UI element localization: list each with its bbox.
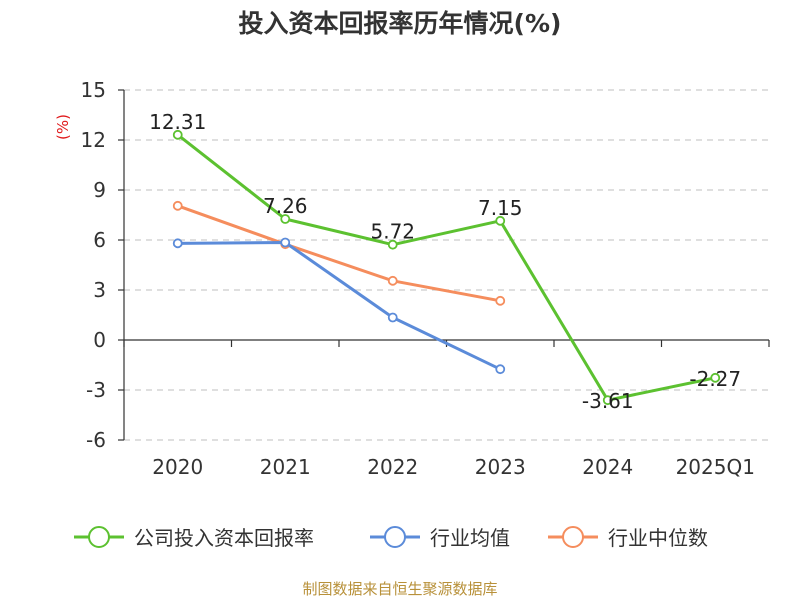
data-point [602, 395, 613, 406]
x-tick-label: 2021 [260, 455, 311, 479]
data-point [387, 275, 398, 286]
legend-label: 行业均值 [430, 526, 510, 550]
data-label: 12.31 [149, 110, 206, 134]
y-tick-label: 15 [81, 78, 106, 102]
legend-label: 公司投入资本回报率 [134, 526, 314, 550]
x-tick-label: 2025Q1 [676, 455, 755, 479]
data-label: 7.26 [263, 194, 308, 218]
x-tick-label: 2022 [367, 455, 418, 479]
data-point [495, 364, 506, 375]
legend-marker-icon [88, 526, 110, 548]
data-point [387, 239, 398, 250]
legend: 公司投入资本回报率 行业均值 行业中位数 [74, 526, 708, 550]
y-tick-label: -3 [86, 378, 106, 402]
legend-marker-icon [384, 526, 406, 548]
legend-label: 行业中位数 [608, 526, 708, 550]
data-point [495, 215, 506, 226]
legend-marker-icon [562, 526, 584, 548]
x-tick-label: 2020 [152, 455, 203, 479]
y-tick-label: -6 [86, 428, 106, 452]
y-tick-label: 9 [93, 178, 106, 202]
data-label: 5.72 [370, 220, 415, 244]
axes: 15 12 9 6 3 0 -3 -6 2020 2021 2022 2023 2024 2025Q1 [81, 78, 770, 479]
data-label: -2.27 [689, 367, 741, 391]
y-tick-label: 0 [93, 328, 106, 352]
series-line [176, 133, 716, 402]
data-labels: 12.31 7.26 5.72 7.15 -3.61 -2.27 [149, 110, 741, 413]
x-tick-label: 2023 [475, 455, 526, 479]
y-tick-label: 3 [93, 278, 106, 302]
y-unit-label: (%) [54, 114, 72, 140]
data-label: 7.15 [478, 196, 523, 220]
data-point [172, 200, 183, 211]
data-point [172, 129, 183, 140]
data-label: -3.61 [582, 389, 634, 413]
x-tick-label: 2024 [582, 455, 633, 479]
data-point [280, 214, 291, 224]
data-point [280, 237, 291, 248]
chart-title: 投入资本回报率历年情况(%) [239, 9, 562, 38]
data-point [387, 312, 398, 323]
series-line [177, 204, 501, 303]
series-lines [172, 129, 721, 406]
series-line [177, 241, 501, 371]
y-tick-label: 12 [81, 128, 106, 152]
y-tick-label: 6 [93, 228, 106, 252]
source-note: 制图数据来自恒生聚源数据库 [302, 580, 497, 598]
data-point [495, 295, 506, 306]
data-point [172, 238, 183, 249]
data-point [710, 372, 721, 383]
